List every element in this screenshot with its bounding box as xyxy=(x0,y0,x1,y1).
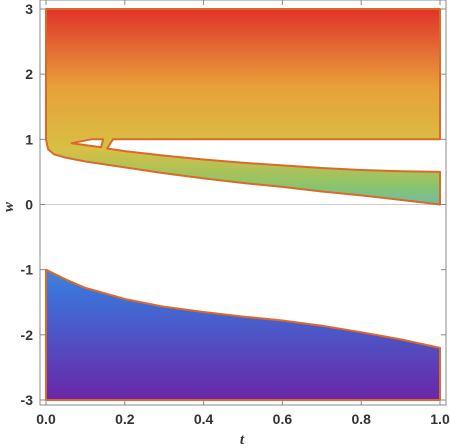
x-tick-label: 1.0 xyxy=(430,411,450,427)
y-axis-label: w xyxy=(1,201,17,212)
y-tick-label: -1 xyxy=(21,262,34,278)
x-tick-label: 0.8 xyxy=(351,411,371,427)
x-tick-label: 0.4 xyxy=(194,411,214,427)
y-tick-label: 2 xyxy=(25,66,33,82)
x-tick-label: 0.0 xyxy=(36,411,56,427)
region-upper xyxy=(45,8,441,206)
y-tick-label: 3 xyxy=(25,1,33,17)
y-axis-ticks: -3 -2 -1 0 1 2 3 xyxy=(21,1,446,408)
y-tick-label: 1 xyxy=(25,131,33,147)
x-axis-ticks: 0.0 0.2 0.4 0.6 0.8 1.0 xyxy=(36,0,450,427)
y-tick-label: -2 xyxy=(21,327,34,343)
x-axis-label: t xyxy=(240,432,245,448)
y-tick-label: -3 xyxy=(21,392,34,408)
regions-layer xyxy=(45,8,441,401)
region-lower xyxy=(45,268,441,401)
plot-frame xyxy=(39,0,447,406)
y-tick-label: 0 xyxy=(25,197,33,213)
x-tick-label: 0.6 xyxy=(273,411,293,427)
x-tick-label: 0.2 xyxy=(115,411,135,427)
